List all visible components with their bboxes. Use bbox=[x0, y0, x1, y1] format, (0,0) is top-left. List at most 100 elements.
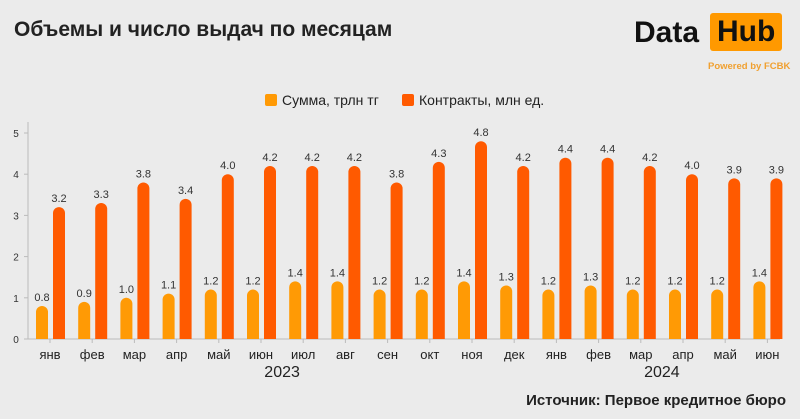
logo-powered-text: Powered by FCBK bbox=[708, 61, 791, 72]
data-label: 4.0 bbox=[684, 160, 699, 172]
x-tick-label: авг bbox=[336, 347, 355, 362]
bar-contracts bbox=[306, 165, 319, 339]
data-label: 1.2 bbox=[710, 276, 725, 288]
bar-contracts bbox=[53, 207, 65, 339]
data-label: 1.2 bbox=[372, 276, 387, 288]
data-label: 1.2 bbox=[541, 276, 556, 288]
y-tick-label: 5 bbox=[13, 129, 19, 140]
bar-sum bbox=[500, 285, 513, 339]
data-label: 1.2 bbox=[245, 276, 260, 288]
legend-swatch bbox=[265, 94, 277, 106]
data-label: 0.9 bbox=[77, 288, 92, 300]
x-tick-label: фев bbox=[586, 347, 611, 362]
data-label: 1.0 bbox=[119, 284, 134, 296]
x-tick-label: фев bbox=[80, 347, 105, 362]
data-label: 4.0 bbox=[220, 160, 235, 172]
x-tick-label: ноя bbox=[461, 347, 482, 362]
bar-contracts bbox=[432, 161, 445, 339]
bar-contracts bbox=[643, 165, 656, 339]
data-label: 4.2 bbox=[516, 152, 531, 164]
x-tick-label: май bbox=[713, 347, 736, 362]
bar-sum bbox=[584, 285, 597, 339]
data-label: 1.2 bbox=[667, 276, 682, 288]
x-tick-label: май bbox=[207, 347, 230, 362]
data-label: 1.4 bbox=[288, 267, 303, 279]
logo-data-text: Data bbox=[634, 16, 700, 49]
bar-contracts bbox=[179, 198, 192, 339]
y-tick-label: 4 bbox=[13, 170, 19, 181]
bar-sum bbox=[36, 306, 48, 339]
bar-sum bbox=[542, 289, 555, 339]
x-tick-label: июн bbox=[249, 347, 273, 362]
bar-sum bbox=[204, 289, 217, 339]
source-note: Источник: Первое кредитное бюро bbox=[526, 392, 786, 409]
data-label: 4.3 bbox=[431, 148, 446, 160]
data-label: 4.4 bbox=[558, 144, 573, 156]
data-label: 1.4 bbox=[330, 267, 345, 279]
data-label: 1.3 bbox=[499, 271, 514, 283]
x-tick-label: апр bbox=[166, 347, 188, 362]
bar-sum bbox=[162, 293, 175, 339]
bar-contracts bbox=[559, 157, 572, 339]
bar-contracts bbox=[601, 157, 614, 339]
data-label: 1.3 bbox=[583, 271, 598, 283]
data-label: 4.4 bbox=[600, 144, 615, 156]
year-label: 2024 bbox=[644, 364, 680, 381]
datahub-logo: Data Hub Powered by FCBK bbox=[632, 10, 792, 74]
data-label: 4.2 bbox=[305, 152, 320, 164]
bar-contracts bbox=[770, 178, 783, 339]
legend-label: Сумма, трлн тг bbox=[282, 92, 379, 108]
data-label: 1.2 bbox=[414, 276, 429, 288]
bar-contracts bbox=[390, 182, 403, 339]
bar-sum bbox=[415, 289, 428, 339]
bar-sum bbox=[289, 281, 302, 339]
legend-label: Контракты, млн ед. bbox=[419, 92, 544, 108]
bar-sum bbox=[120, 297, 133, 339]
x-tick-label: сен bbox=[377, 347, 398, 362]
bar-contracts bbox=[475, 141, 487, 339]
x-tick-label: июн bbox=[755, 347, 779, 362]
data-label: 4.8 bbox=[473, 127, 488, 139]
x-tick-label: июл bbox=[291, 347, 315, 362]
bar-contracts bbox=[348, 165, 361, 339]
y-tick-label: 3 bbox=[13, 211, 19, 222]
data-label: 3.8 bbox=[136, 168, 151, 180]
bar-contracts bbox=[264, 165, 276, 339]
data-label: 3.2 bbox=[51, 193, 66, 205]
bar-sum bbox=[626, 289, 639, 339]
data-label: 3.3 bbox=[94, 189, 109, 201]
y-tick-label: 1 bbox=[13, 294, 19, 305]
bar-sum bbox=[78, 301, 91, 339]
bar-sum bbox=[711, 289, 724, 339]
bar-contracts bbox=[137, 182, 150, 339]
bar-sum bbox=[247, 289, 259, 339]
bar-contracts bbox=[728, 178, 741, 339]
bar-sum bbox=[458, 281, 470, 339]
x-tick-label: янв bbox=[39, 347, 60, 362]
y-tick-label: 0 bbox=[13, 335, 19, 346]
data-label: 3.9 bbox=[769, 164, 784, 176]
data-label: 4.2 bbox=[347, 152, 362, 164]
data-label: 1.2 bbox=[203, 276, 218, 288]
legend-swatch bbox=[402, 94, 414, 106]
x-tick-label: мар bbox=[123, 347, 146, 362]
x-tick-label: апр bbox=[672, 347, 694, 362]
y-tick-label: 2 bbox=[13, 253, 19, 264]
x-tick-label: окт bbox=[420, 347, 439, 362]
bar-contracts bbox=[221, 174, 234, 339]
data-label: 3.8 bbox=[389, 168, 404, 180]
data-label: 1.4 bbox=[752, 267, 767, 279]
data-label: 4.2 bbox=[642, 152, 657, 164]
data-label: 1.2 bbox=[625, 276, 640, 288]
bar-contracts bbox=[95, 203, 108, 339]
year-label: 2023 bbox=[264, 364, 300, 381]
bar-sum bbox=[753, 281, 766, 339]
data-label: 1.1 bbox=[161, 280, 176, 292]
logo-hub-text: Hub bbox=[710, 13, 783, 51]
bar-sum bbox=[331, 281, 344, 339]
x-tick-label: мар bbox=[629, 347, 652, 362]
data-label: 1.4 bbox=[456, 267, 471, 279]
bar-sum bbox=[373, 289, 386, 339]
data-label: 4.2 bbox=[262, 152, 277, 164]
